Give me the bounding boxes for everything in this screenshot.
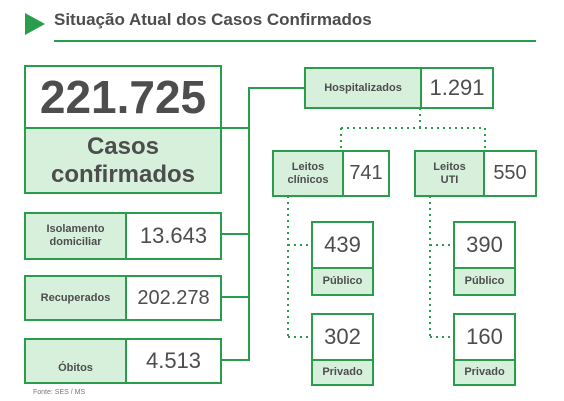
isolamento-value-box: 13.643 [125, 212, 222, 260]
uti-privado-value-box: 160 [453, 313, 516, 361]
isolamento-label-box: Isolamento domiciliar [24, 212, 127, 260]
leitos-clinicos-value-box: 741 [342, 150, 390, 197]
uti-publico-value-box: 390 [453, 221, 516, 269]
confirmed-label-box: Casos confirmados [24, 127, 222, 194]
confirmed-label: Casos confirmados [50, 132, 196, 188]
page-title: Situação Atual dos Casos Confirmados [54, 10, 372, 29]
uti-privado-label-box: Privado [453, 359, 516, 386]
source-note: Fonte: SES / MS [33, 389, 86, 396]
clinicos-publico-value-box: 439 [311, 221, 374, 269]
uti-privado-label: Privado [464, 366, 505, 379]
obitos-value: 4.513 [145, 348, 202, 373]
recuperados-value: 202.278 [137, 286, 210, 309]
clinicos-publico-label: Público [322, 275, 363, 288]
uti-publico-label-box: Público [453, 267, 516, 296]
leitos-clinicos-value: 741 [349, 162, 383, 184]
hospitalizados-label: Hospitalizados [324, 81, 402, 94]
leitos-clinicos-label-box: Leitos clínicos [272, 150, 344, 197]
recuperados-value-box: 202.278 [125, 275, 222, 321]
clinicos-privado-label-box: Privado [311, 359, 374, 386]
confirmed-value: 221.725 [39, 71, 207, 123]
clinicos-privado-value-box: 302 [311, 313, 374, 361]
obitos-value-box: 4.513 [125, 338, 222, 384]
clinicos-privado-value: 302 [324, 324, 361, 349]
leitos-uti-value-box: 550 [483, 150, 537, 197]
recuperados-label: Recuperados [40, 291, 111, 304]
leitos-uti-value: 550 [493, 162, 527, 184]
uti-publico-label: Público [464, 275, 505, 288]
clinicos-privado-label: Privado [322, 366, 363, 379]
leitos-uti-label-box: Leitos UTI [414, 150, 485, 197]
hospitalizados-label-box: Hospitalizados [304, 67, 422, 109]
hospitalizados-value-box: 1.291 [420, 67, 494, 109]
isolamento-label: Isolamento domiciliar [46, 223, 105, 248]
hospitalizados-value: 1.291 [429, 75, 485, 100]
obitos-label-box: Óbitos [24, 338, 127, 384]
clinicos-publico-label-box: Público [311, 267, 374, 296]
clinicos-publico-value: 439 [324, 232, 361, 257]
uti-publico-value: 390 [466, 232, 503, 257]
obitos-label: Óbitos [58, 361, 93, 374]
recuperados-label-box: Recuperados [24, 275, 127, 321]
confirmed-value-box: 221.725 [24, 65, 222, 129]
uti-privado-value: 160 [466, 324, 503, 349]
title-arrow-icon [25, 13, 45, 35]
title-divider [54, 40, 536, 42]
leitos-uti-label: Leitos UTI [433, 160, 466, 186]
isolamento-value: 13.643 [139, 223, 208, 248]
leitos-clinicos-label: Leitos clínicos [287, 160, 329, 186]
